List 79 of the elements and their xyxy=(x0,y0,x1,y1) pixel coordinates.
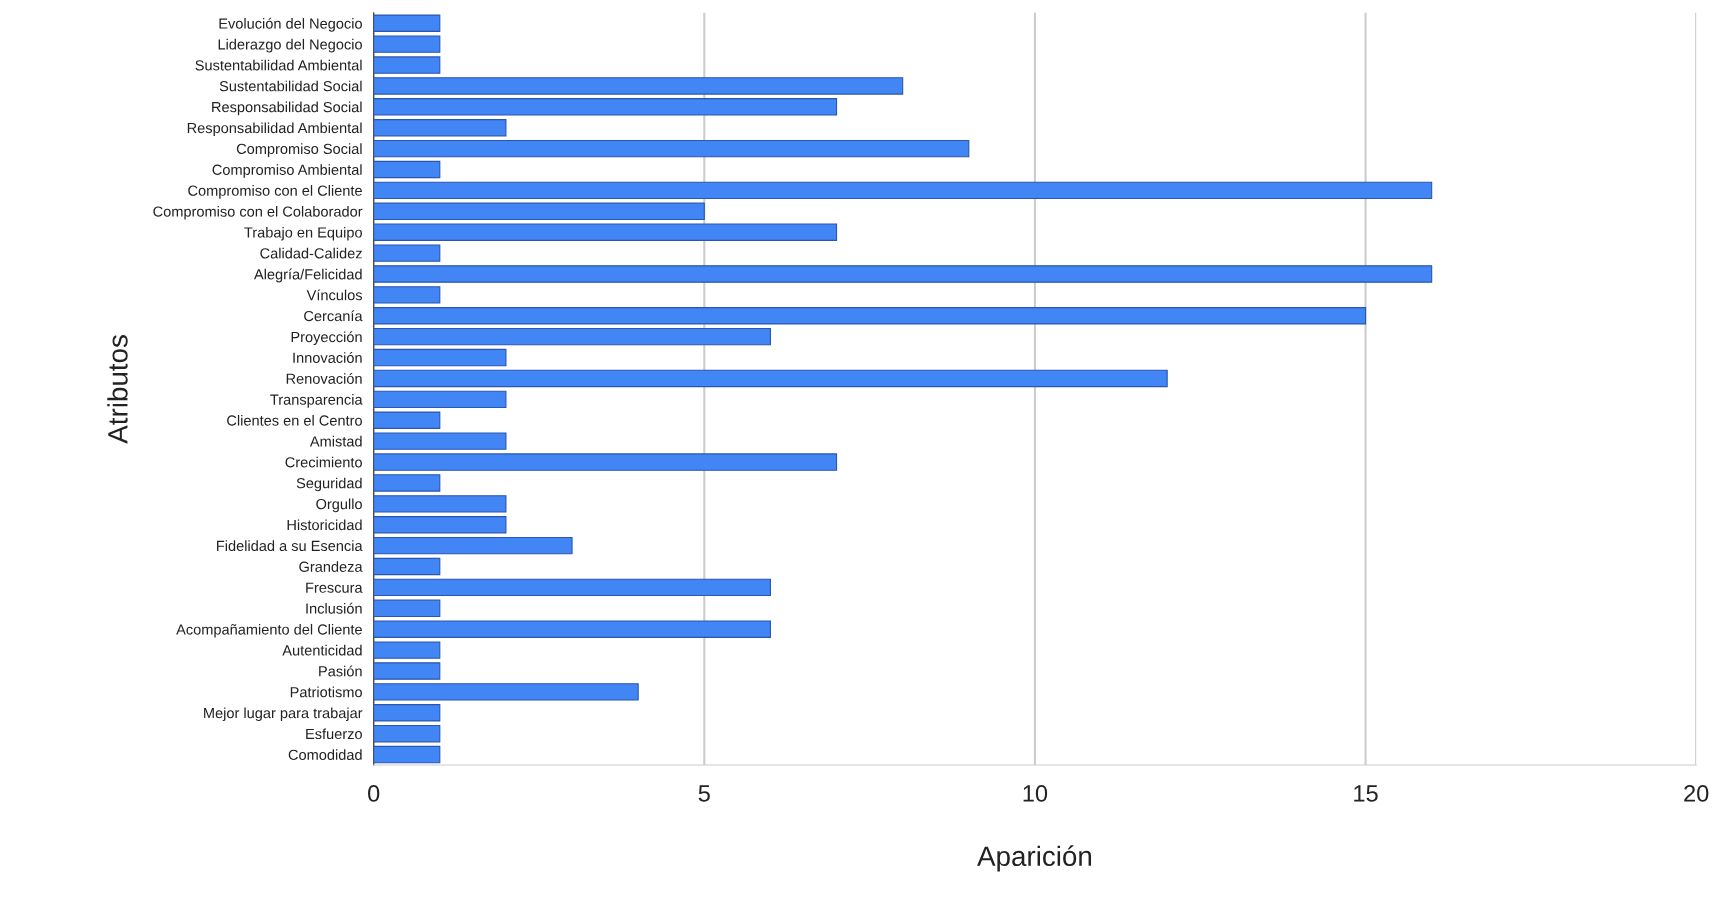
bar xyxy=(373,557,441,576)
y-tick-label: Historicidad xyxy=(287,519,362,531)
bar xyxy=(373,160,441,179)
y-tick-label: Amistad xyxy=(309,435,362,447)
x-tick-label: 5 xyxy=(698,785,710,802)
bar xyxy=(373,14,441,32)
y-tick-label: Evolución del Negocio xyxy=(219,17,362,32)
y-tick-label: Cercanía xyxy=(304,310,363,322)
bar xyxy=(373,223,838,241)
bar xyxy=(373,432,507,450)
bar xyxy=(373,77,904,95)
y-tick-label: Mejor lugar para trabajar xyxy=(204,707,363,722)
y-tick-label: Sustentabilidad Social xyxy=(219,80,362,92)
bar xyxy=(373,348,507,367)
y-tick-label: Frescura xyxy=(306,582,363,593)
y-tick-label: Crecimiento xyxy=(285,456,362,468)
y-tick-label: Orgullo xyxy=(316,498,362,513)
bar xyxy=(373,683,639,701)
y-tick-label: Responsabilidad Ambiental xyxy=(187,122,362,137)
y-tick-label: Sustentabilidad Ambiental xyxy=(195,59,362,71)
x-tick-label: 15 xyxy=(1354,785,1378,802)
y-tick-label: Inclusión xyxy=(306,602,362,614)
y-tick-label: Acompañamiento del Cliente xyxy=(176,623,362,638)
y-tick-label: Clientes en el Centro xyxy=(227,414,362,426)
bar xyxy=(373,516,507,534)
y-tick-label: Compromiso Social xyxy=(236,143,362,157)
y-tick-label: Compromiso con el Colaborador xyxy=(153,206,363,220)
bar xyxy=(373,286,441,304)
bar xyxy=(373,620,771,638)
x-tick-label: 20 xyxy=(1684,785,1709,802)
y-tick-label: Trabajo en Equipo xyxy=(244,226,362,241)
y-tick-label: Seguridad xyxy=(296,477,362,492)
bar xyxy=(373,641,441,659)
bar xyxy=(373,724,441,743)
y-tick-label: Calidad-Calidez xyxy=(260,247,362,259)
bar xyxy=(373,453,838,471)
bar xyxy=(373,35,441,53)
bar xyxy=(373,662,441,680)
y-tick-label: Responsabilidad Social xyxy=(212,101,362,116)
y-tick-label: Proyección xyxy=(291,331,362,346)
bar xyxy=(373,327,771,346)
y-tick-label: Patriotismo xyxy=(290,686,362,698)
bar xyxy=(373,474,441,492)
y-tick-label: Esfuerzo xyxy=(306,728,362,740)
bar xyxy=(373,411,441,429)
y-tick-label: Renovación xyxy=(286,373,362,384)
y-tick-label: Autenticidad xyxy=(282,644,362,656)
bar xyxy=(373,704,441,722)
bar xyxy=(373,495,507,513)
y-tick-label: Compromiso Ambiental xyxy=(212,164,362,178)
y-tick-label: Pasión xyxy=(319,665,362,677)
bar xyxy=(373,307,1367,325)
y-tick-label: Fidelidad a su Esencia xyxy=(217,540,363,552)
bar xyxy=(373,536,573,555)
x-tick-label: 10 xyxy=(1023,785,1048,802)
bar xyxy=(373,599,441,618)
bar xyxy=(373,181,1433,200)
x-axis-title: Aparición xyxy=(977,845,1092,872)
bar xyxy=(373,745,441,764)
y-tick-label: Transparencia xyxy=(270,394,363,408)
x-tick-label: 0 xyxy=(368,785,380,802)
bar xyxy=(373,265,1433,283)
bar xyxy=(373,390,507,409)
bar xyxy=(373,119,507,137)
bar xyxy=(373,244,441,262)
bar xyxy=(373,578,771,597)
bar xyxy=(373,139,970,158)
y-tick-label: Vínculos xyxy=(306,289,363,301)
y-tick-label: Liderazgo del Negocio xyxy=(218,38,362,53)
y-tick-label: Compromiso con el Cliente xyxy=(188,185,362,199)
y-axis-title: Atributos xyxy=(107,335,128,444)
bar xyxy=(373,98,838,116)
bar xyxy=(373,369,1168,388)
bar xyxy=(373,202,705,221)
y-tick-label: Alegría/Felicidad xyxy=(253,268,362,283)
y-tick-label: Comodidad xyxy=(288,749,362,760)
y-tick-label: Grandeza xyxy=(299,561,363,572)
bar xyxy=(373,56,441,74)
y-tick-label: Innovación xyxy=(293,352,362,363)
